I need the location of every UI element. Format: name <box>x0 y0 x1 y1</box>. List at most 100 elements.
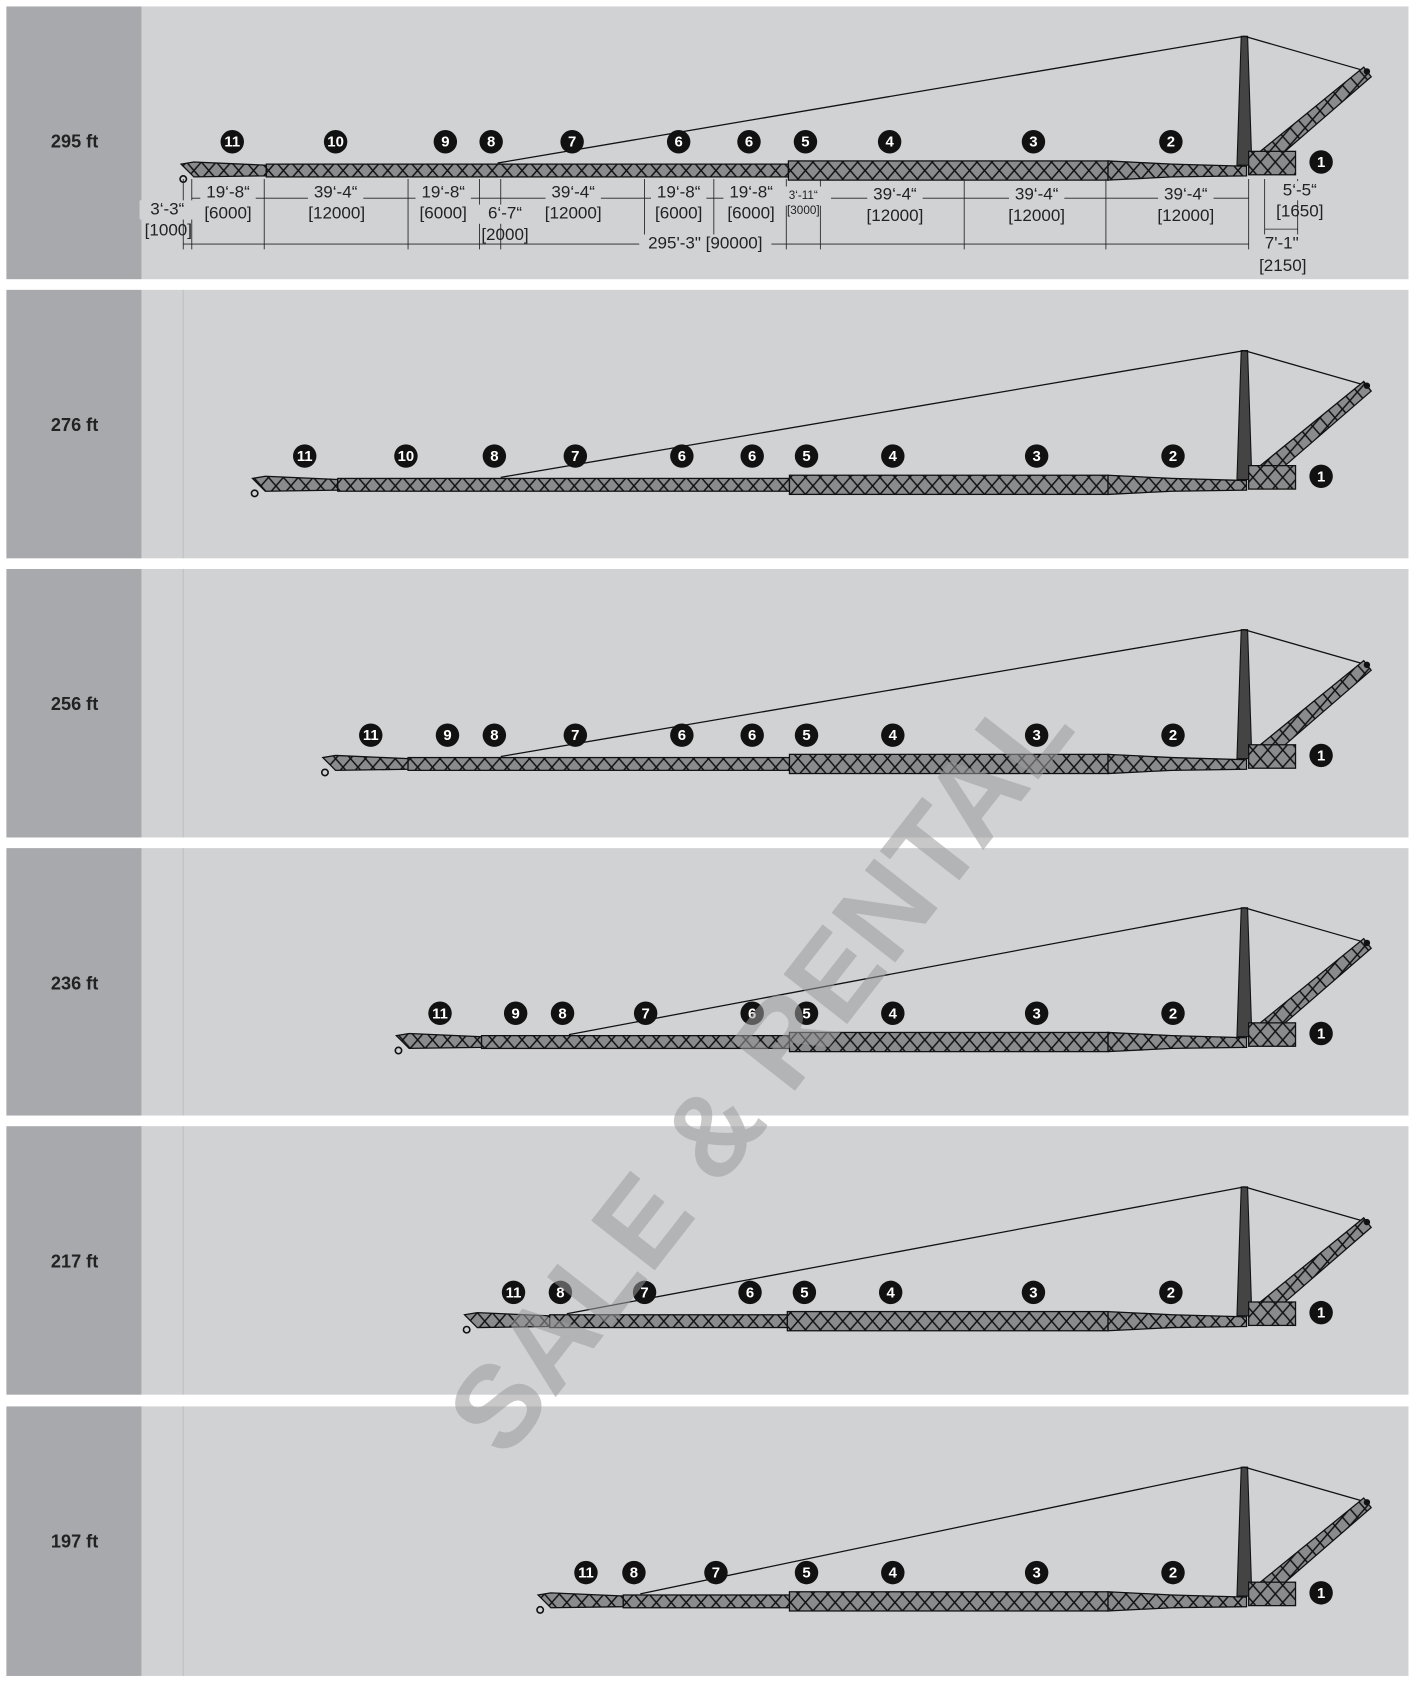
section-marker <box>881 1560 905 1585</box>
pivot-frame <box>1248 1022 1297 1047</box>
counter-tip <box>1363 1499 1371 1506</box>
dimension-bg <box>415 183 471 203</box>
section-marker <box>670 723 694 747</box>
section-marker <box>563 723 588 747</box>
section-number: 11 <box>363 728 379 744</box>
dimension-text: 39‘-4“ <box>551 182 595 201</box>
tie-rod <box>500 349 1245 478</box>
tie-rod <box>500 629 1245 758</box>
dimension-bg <box>1272 181 1328 201</box>
section-marker <box>292 444 317 468</box>
section-marker <box>737 130 761 154</box>
section-number: 10 <box>327 135 344 151</box>
end-marker <box>1309 1300 1333 1325</box>
dimension-bg <box>307 183 364 203</box>
dimension-text: 39‘-4“ <box>873 185 917 204</box>
section-marker <box>1159 1280 1183 1305</box>
label-band <box>6 1126 142 1395</box>
dimension-bg <box>1253 234 1310 254</box>
drawing-area <box>141 1126 1409 1395</box>
section-marker <box>482 723 507 747</box>
section-number: 11 <box>432 1006 448 1022</box>
end-number: 1 <box>1317 1306 1325 1322</box>
section-number: 2 <box>1169 1006 1177 1022</box>
dimension-mm: [12000] <box>1008 206 1065 225</box>
section-marker <box>794 1001 819 1025</box>
section-marker <box>503 1001 528 1025</box>
counter-tip <box>1363 661 1371 669</box>
section-marker <box>1161 723 1185 747</box>
section-marker <box>740 723 764 747</box>
dimension-text: 3‘-3“ <box>150 199 184 218</box>
section-number: 2 <box>1169 1566 1177 1582</box>
dimension-mm: [12000] <box>308 204 365 223</box>
section-number: 8 <box>556 1285 564 1301</box>
jib-section <box>788 1591 1109 1612</box>
tip-sheave <box>250 489 259 498</box>
section-number: 7 <box>641 1006 649 1022</box>
length-label: 295 ft <box>51 132 98 152</box>
dimension-mm: [6000] <box>655 204 702 223</box>
section-marker <box>479 130 503 154</box>
dimension-text: 7'-1" <box>1265 234 1299 253</box>
section-number: 8 <box>630 1566 638 1582</box>
section-marker <box>633 1001 658 1025</box>
config-row: 276 ft 11 10 8 7 6 6 5 4 3 2 1 <box>6 289 1409 559</box>
tie-rod <box>1244 1186 1368 1223</box>
section-number: 4 <box>889 449 898 465</box>
dimension-mm: [12000] <box>1157 206 1214 225</box>
section-number: 7 <box>640 1285 648 1301</box>
section-number: 4 <box>889 728 898 744</box>
section-number: 6 <box>746 1285 754 1301</box>
length-label: 217 ft <box>51 1251 98 1271</box>
section-number: 11 <box>578 1566 594 1582</box>
section-number: 5 <box>800 1285 808 1301</box>
config-row: 295 ft 11 10 9 8 7 6 6 5 4 3 2 1 3‘-3“ [1000] 19‘-8“ [60… <box>6 6 1409 280</box>
section-number: 2 <box>1169 728 1177 744</box>
section-marker <box>794 723 819 747</box>
dimension-bg <box>139 200 195 220</box>
tip-sheave <box>320 768 329 777</box>
jib-root <box>1107 1310 1248 1332</box>
section-marker <box>482 444 507 468</box>
section-number: 7 <box>568 135 576 151</box>
jib-tip <box>536 1592 624 1609</box>
section-number: 6 <box>748 1006 756 1022</box>
section-number: 3 <box>1032 449 1040 465</box>
dimension-text: 39‘-4“ <box>1164 185 1208 204</box>
length-label: 256 ft <box>51 694 98 714</box>
section-number: 8 <box>487 135 495 151</box>
tie-rod <box>1244 35 1368 73</box>
section-number: 3 <box>1032 728 1040 744</box>
section-number: 6 <box>675 135 683 151</box>
dimension-text: 5‘-5“ <box>1283 180 1317 199</box>
section-marker <box>881 1001 905 1025</box>
section-number: 5 <box>802 728 810 744</box>
section-marker <box>881 444 905 468</box>
length-label: 197 ft <box>51 1532 98 1552</box>
section-marker <box>1024 444 1049 468</box>
counter-tip <box>1363 939 1371 947</box>
pivot-frame <box>1248 150 1297 176</box>
section-marker <box>881 723 905 747</box>
dimension-text: 39‘-4“ <box>1015 185 1059 204</box>
jib-root <box>1107 160 1248 181</box>
section-marker <box>220 130 244 154</box>
section-marker <box>1159 130 1183 154</box>
section-number: 4 <box>889 1566 898 1582</box>
dimension-text: 19‘-8“ <box>729 182 773 201</box>
section-marker <box>792 1280 817 1305</box>
section-number: 9 <box>443 728 451 744</box>
end-number: 1 <box>1317 1586 1325 1602</box>
end-marker <box>1309 1581 1333 1605</box>
section-number: 6 <box>678 449 686 465</box>
section-marker <box>563 444 588 468</box>
section-number: 5 <box>802 1566 810 1582</box>
section-number: 3 <box>1032 1566 1040 1582</box>
section-marker <box>501 1280 526 1305</box>
tip-sheave <box>462 1325 471 1334</box>
section-marker <box>394 444 418 468</box>
section-number: 11 <box>506 1285 522 1301</box>
section-number: 5 <box>801 135 809 151</box>
